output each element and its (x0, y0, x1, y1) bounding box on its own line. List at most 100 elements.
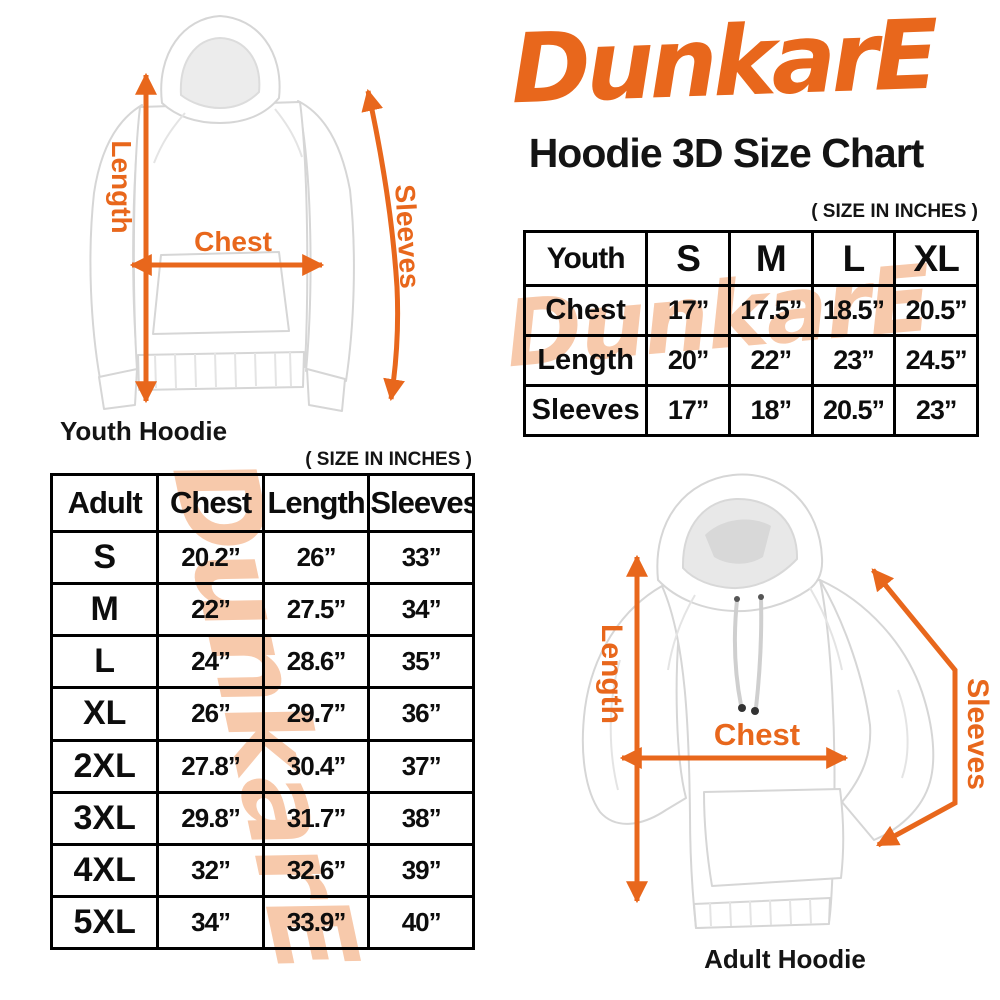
adult-hoodie-image: Length Chest Sleeves (581, 473, 994, 929)
row-header: 3XL (49, 790, 160, 846)
row-header: Sleeves (522, 384, 649, 437)
size-value: 34” (156, 894, 265, 951)
row-header: 5XL (49, 894, 160, 951)
adult-size-table: Adult Chest Length Sleeves S 20.2” 26” 33” M 22” 2… (49, 473, 475, 951)
youth-hoodie-garment (89, 15, 355, 412)
drawstring-eyelet (758, 594, 764, 600)
hem-band (137, 351, 305, 391)
sleeves-arrow (361, 88, 405, 402)
column-header: Youth (522, 230, 649, 287)
size-value: 17” (645, 284, 731, 337)
column-header: Length (261, 473, 371, 533)
size-value: 32.6” (261, 842, 371, 898)
sleeves-label: Sleeves (389, 184, 425, 290)
size-value: 22” (156, 582, 265, 638)
adult-measurements: Length Chest Sleeves (595, 554, 994, 904)
right-sleeve (297, 100, 355, 382)
table-row: Sleeves 17” 18” 20.5” 23” (522, 384, 979, 437)
column-header: M (727, 230, 814, 287)
size-value: 22” (727, 334, 814, 387)
size-value: 26” (156, 686, 265, 742)
length-label: Length (595, 624, 628, 724)
raglan-seams (667, 587, 843, 671)
size-value: 39” (367, 842, 475, 898)
table-row: L 24” 28.6” 35” (49, 634, 475, 690)
hem-band (693, 897, 831, 929)
size-value: 24” (156, 634, 265, 690)
right-cuff (306, 368, 346, 412)
size-value: 20.5” (893, 284, 979, 337)
size-value: 36” (367, 686, 475, 742)
size-units-note-youth: ( SIZE IN INCHES ) (811, 201, 978, 222)
size-value: 34” (367, 582, 475, 638)
size-value: 37” (367, 738, 475, 794)
table-row: 2XL 27.8” 30.4” 37” (49, 738, 475, 794)
size-value: 29.8” (156, 790, 265, 846)
size-value: 33” (367, 529, 475, 586)
youth-figure-caption: Youth Hoodie (60, 416, 228, 446)
size-value: 24.5” (893, 334, 979, 387)
youth-size-table: Youth S M L XL Chest 17” 17.5” 18.5” 20.5” Length 2… (522, 230, 979, 437)
youth-measurements: Length Chest Sleeves (106, 72, 426, 404)
kangaroo-pocket (703, 788, 845, 887)
table-row: 3XL 29.8” 31.7” 38” (49, 790, 475, 846)
table-row: Length 20” 22” 23” 24.5” (522, 334, 979, 387)
chest-label: Chest (194, 226, 272, 257)
size-value: 20.2” (156, 529, 265, 586)
size-value: 29.7” (261, 686, 371, 742)
row-header: S (49, 529, 160, 586)
row-header: Chest (522, 284, 649, 337)
size-value: 26” (261, 529, 371, 586)
table-row: Chest 17” 17.5” 18.5” 20.5” (522, 284, 979, 337)
column-header: XL (893, 230, 979, 287)
drawstring-eyelet (734, 596, 740, 602)
size-value: 31.7” (261, 790, 371, 846)
sleeve-folds (609, 659, 909, 791)
row-header: M (49, 582, 160, 638)
adult-figure-caption: Adult Hoodie (704, 944, 866, 974)
size-units-note-adult: ( SIZE IN INCHES ) (305, 449, 472, 470)
hem-ribs (709, 898, 812, 927)
size-value: 27.5” (261, 582, 371, 638)
sleeves-label: Sleeves (961, 678, 994, 790)
size-value: 17.5” (727, 284, 814, 337)
drawstrings (732, 597, 764, 709)
sleeves-arrow (871, 568, 958, 848)
length-label: Length (106, 140, 137, 233)
size-value: 20.5” (810, 384, 897, 437)
table-row: S 20.2” 26” 33” (49, 529, 475, 586)
size-value: 32” (156, 842, 265, 898)
size-value: 40” (367, 894, 475, 951)
column-header: S (645, 230, 731, 287)
size-value: 30.4” (261, 738, 371, 794)
size-value: 23” (893, 384, 979, 437)
size-value: 18” (727, 384, 814, 437)
size-value: 18.5” (810, 284, 897, 337)
table-row: XL 26” 29.7” 36” (49, 686, 475, 742)
table-row: 5XL 34” 33.9” 40” (49, 894, 475, 951)
size-value: 27.8” (156, 738, 265, 794)
size-value: 28.6” (261, 634, 371, 690)
row-header: XL (49, 686, 160, 742)
table-row: M 22” 27.5” 34” (49, 582, 475, 638)
column-header: L (810, 230, 897, 287)
size-value: 35” (367, 634, 475, 690)
youth-hoodie-image: Length Chest Sleeves (89, 15, 426, 412)
row-header: Length (522, 334, 649, 387)
chest-label: Chest (714, 717, 800, 752)
hood-interior-shadow (705, 519, 771, 564)
drawstring-tip (751, 707, 759, 715)
size-value: 38” (367, 790, 475, 846)
column-header: Chest (156, 473, 265, 533)
column-header: Adult (49, 473, 160, 533)
hood-opening (179, 36, 261, 110)
column-header: Sleeves (367, 473, 475, 533)
brand-logo: DunkarE (509, 0, 936, 126)
left-cuff (98, 368, 138, 410)
size-value: 17” (645, 384, 731, 437)
row-header: L (49, 634, 160, 690)
size-value: 23” (810, 334, 897, 387)
drawstring-tip (738, 704, 746, 712)
size-value: 33.9” (261, 894, 371, 951)
